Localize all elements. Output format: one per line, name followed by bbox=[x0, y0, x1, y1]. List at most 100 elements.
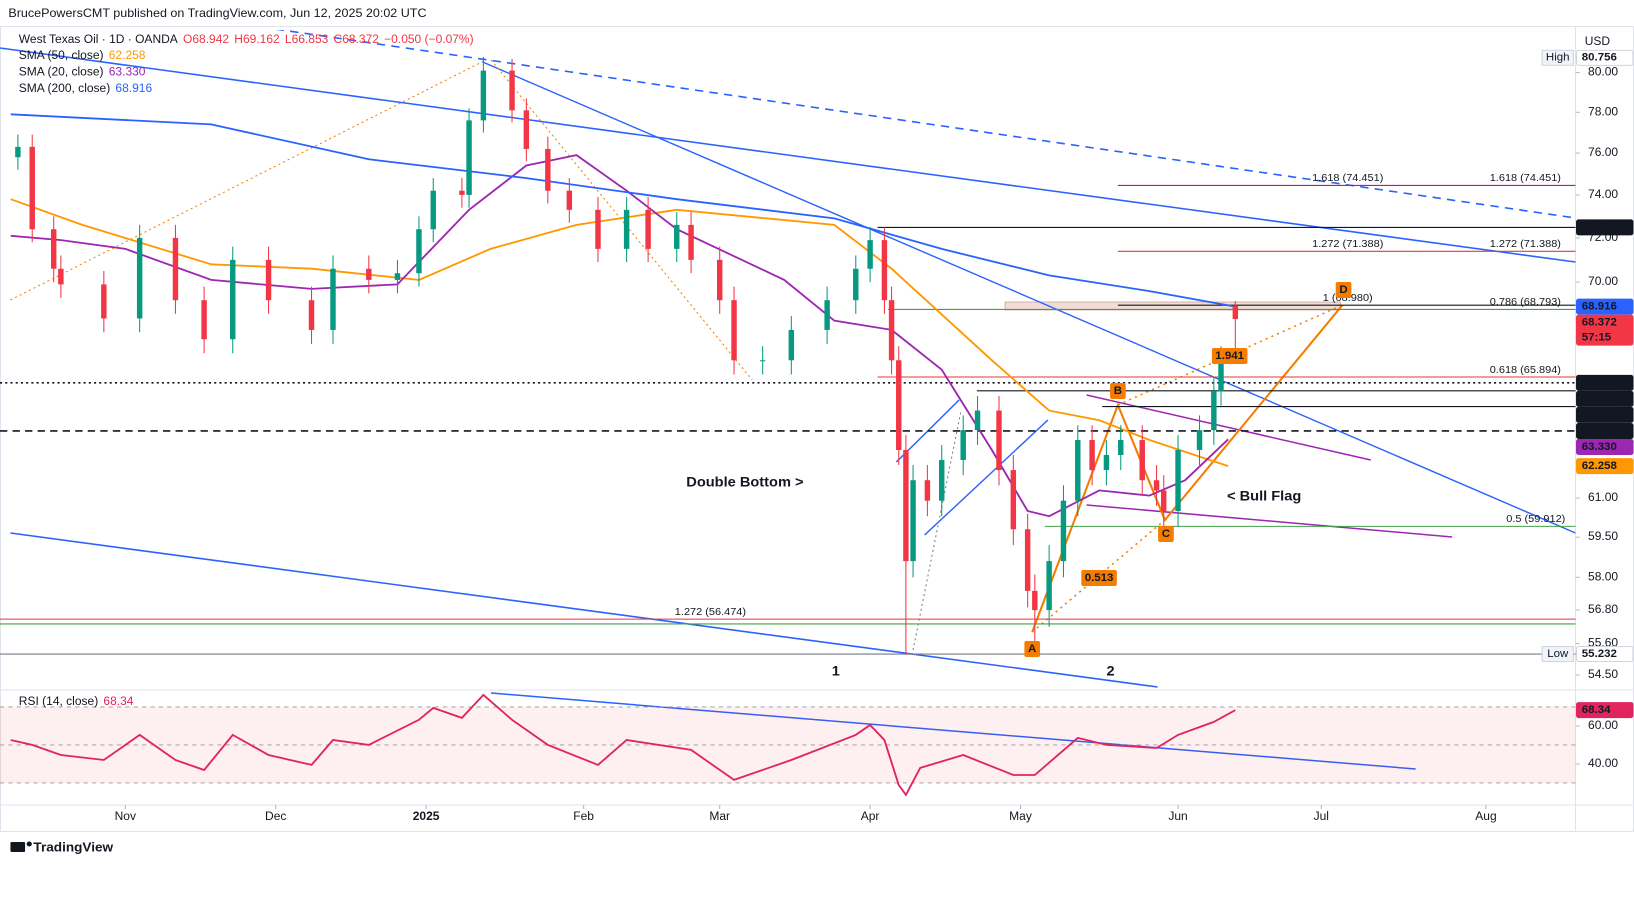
candle-body bbox=[15, 146, 21, 158]
legend-ohlc: L66.853 bbox=[285, 33, 329, 46]
drawings bbox=[0, 30, 1576, 688]
candle-body bbox=[394, 273, 401, 280]
legend-value: 62.258 bbox=[109, 49, 146, 62]
candle-body bbox=[466, 120, 472, 195]
candle-body bbox=[566, 190, 573, 210]
price-tag bbox=[1576, 406, 1634, 423]
x-tick-label: May bbox=[1009, 810, 1032, 823]
candle-body bbox=[172, 237, 179, 301]
level-label: 0.786 (68.793) bbox=[1490, 296, 1561, 308]
rsi-trend-line bbox=[490, 692, 1416, 770]
price-tag bbox=[1576, 298, 1634, 315]
y-tick-label: 40.00 bbox=[1588, 757, 1619, 770]
candle-body bbox=[1060, 500, 1067, 562]
annotation-box bbox=[1335, 282, 1352, 298]
price-tag-label: 68.916 bbox=[1582, 301, 1617, 313]
logo-mark bbox=[10, 842, 26, 852]
price-tag bbox=[1576, 374, 1634, 391]
candle-body bbox=[201, 300, 207, 340]
level-label: 1.272 (56.474) bbox=[675, 606, 746, 618]
candle-body bbox=[1232, 306, 1239, 320]
annotation-label: C bbox=[1162, 528, 1170, 540]
candle-body bbox=[924, 480, 931, 501]
candle-body bbox=[881, 240, 888, 301]
candle-body bbox=[308, 300, 315, 330]
x-tick-label: Mar bbox=[709, 810, 730, 823]
legend-value: 68.34 bbox=[103, 695, 134, 708]
annotation-text: Double Bottom > bbox=[686, 475, 803, 491]
annotation-label: D bbox=[1339, 284, 1347, 296]
candle-body bbox=[1103, 454, 1110, 471]
annotation-box bbox=[1211, 348, 1248, 364]
price-tag bbox=[1576, 646, 1634, 663]
candle-body bbox=[330, 268, 336, 330]
candle-body bbox=[867, 240, 873, 269]
axes: 80.0078.0076.0074.0072.0070.0061.0059.50… bbox=[115, 49, 1634, 823]
rsi-pane bbox=[0, 692, 1576, 797]
legend-row: SMA (200, close) 68.916 bbox=[19, 82, 153, 95]
x-tick-label: Apr bbox=[861, 810, 880, 823]
price-tag-countdown: 57:15 bbox=[1582, 332, 1611, 344]
annotation-text: 2 bbox=[1107, 664, 1115, 680]
channel-line bbox=[924, 419, 1049, 536]
level-label: 1.618 (74.451) bbox=[1312, 172, 1383, 184]
footer: TradingView bbox=[10, 840, 114, 855]
level-label: 1.618 (74.451) bbox=[1490, 172, 1561, 184]
y-tick-label: 74.00 bbox=[1588, 188, 1619, 201]
trend-line bbox=[482, 61, 1576, 534]
legend-value: 63.330 bbox=[109, 66, 146, 79]
x-tick-label: 2025 bbox=[413, 810, 440, 823]
indicator-line bbox=[10, 113, 1236, 308]
currency-label: USD bbox=[1585, 35, 1610, 48]
fib-guide bbox=[10, 59, 487, 301]
annotation-box bbox=[1110, 383, 1126, 399]
indicator-line bbox=[10, 154, 1229, 518]
candle-body bbox=[1024, 529, 1031, 591]
y-tick-label: 58.00 bbox=[1588, 571, 1619, 584]
price-tag-label: 64.666 bbox=[1582, 409, 1617, 421]
candle-body bbox=[731, 300, 737, 361]
candle-body bbox=[788, 329, 795, 361]
legend-name: SMA (200, close) bbox=[19, 82, 110, 95]
price-tag bbox=[1576, 390, 1634, 407]
candle-body bbox=[996, 410, 1002, 471]
level-label: 0.5 (59.912) bbox=[1506, 513, 1565, 525]
candle-body bbox=[1075, 440, 1081, 501]
y-tick-label: 76.00 bbox=[1588, 146, 1619, 159]
price-tag bbox=[1576, 422, 1634, 439]
guide-line bbox=[911, 409, 962, 656]
legend-row: RSI (14, close) 68.34 bbox=[19, 695, 134, 708]
price-tag-label: 63.330 bbox=[1582, 441, 1617, 453]
annotation-label: B bbox=[1114, 385, 1122, 397]
candle-body bbox=[595, 209, 601, 249]
candle-body bbox=[896, 360, 902, 450]
flag-line bbox=[1086, 394, 1371, 461]
trend-line bbox=[0, 47, 1576, 263]
price-tag-note-box bbox=[1541, 646, 1574, 663]
candle-body bbox=[960, 430, 966, 460]
y-tick-label: 60.00 bbox=[1588, 719, 1619, 732]
candle-body bbox=[265, 259, 272, 301]
annotation-label: 0.513 bbox=[1085, 572, 1114, 584]
candle-body bbox=[1153, 480, 1160, 491]
annotation-text: 1 bbox=[832, 664, 840, 680]
price-tag-label: 55.232 bbox=[1582, 648, 1617, 660]
y-tick-label: 70.00 bbox=[1588, 275, 1619, 288]
price-tag-label: 68.34 bbox=[1582, 704, 1611, 716]
candle-body bbox=[1211, 391, 1217, 431]
candle-body bbox=[1175, 449, 1181, 512]
publisher-header: BrucePowersCMT published on TradingView.… bbox=[8, 6, 426, 20]
y-tick-label: 56.80 bbox=[1588, 603, 1619, 616]
annotation-box bbox=[1081, 570, 1117, 586]
price-tag-note-box bbox=[1541, 49, 1574, 66]
candle-body bbox=[1032, 590, 1038, 611]
candle-body bbox=[674, 224, 680, 249]
candle-body bbox=[480, 70, 487, 121]
legend-symbol: West Texas Oil · 1D · OANDA bbox=[19, 33, 178, 46]
annotation-label: 1.941 bbox=[1215, 350, 1244, 362]
candle-body bbox=[688, 224, 694, 260]
x-tick-label: Aug bbox=[1475, 810, 1496, 823]
legend-value: 68.916 bbox=[115, 82, 152, 95]
candle-body bbox=[853, 268, 859, 301]
footer-brand: TradingView bbox=[33, 840, 113, 855]
